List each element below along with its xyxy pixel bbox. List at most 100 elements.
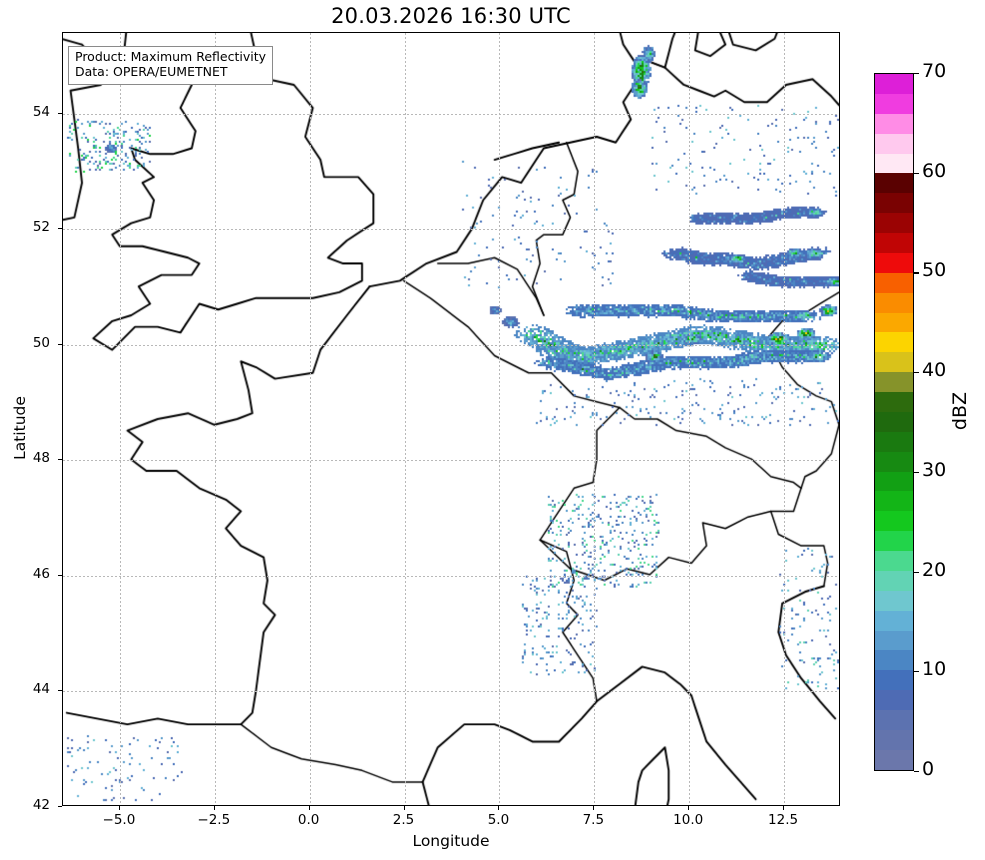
x-tick-label: 0.0 xyxy=(297,812,320,828)
colorbar-band xyxy=(875,193,913,214)
x-tick xyxy=(593,806,595,810)
x-tick-label: −5.0 xyxy=(102,812,136,828)
x-axis-label: Longitude xyxy=(412,832,490,850)
colorbar-tick-label: 0 xyxy=(922,758,935,780)
y-tick-label: 48 xyxy=(32,450,50,467)
colorbar-tick-label: 20 xyxy=(922,558,947,581)
colorbar-band xyxy=(875,630,913,651)
colorbar-band xyxy=(875,729,913,750)
colorbar-band xyxy=(875,749,913,770)
colorbar-band xyxy=(875,431,913,452)
colorbar-band xyxy=(875,74,913,94)
info-product-line: Product: Maximum Reflectivity xyxy=(75,49,267,64)
y-tick-label: 44 xyxy=(32,681,50,698)
colorbar[interactable] xyxy=(874,73,914,771)
colorbar-band xyxy=(875,133,913,154)
gridline-vertical xyxy=(689,33,691,805)
gridline-vertical xyxy=(119,33,121,805)
colorbar-band xyxy=(875,153,913,174)
colorbar-band xyxy=(875,451,913,472)
y-tick-label: 54 xyxy=(32,103,50,120)
colorbar-tick xyxy=(914,372,919,374)
colorbar-band xyxy=(875,113,913,134)
y-tick xyxy=(58,112,62,114)
colorbar-tick-label: 70 xyxy=(922,60,947,82)
x-tick xyxy=(118,806,120,810)
colorbar-band xyxy=(875,610,913,631)
x-tick xyxy=(498,806,500,810)
colorbar-tick xyxy=(914,172,919,174)
colorbar-tick xyxy=(914,272,919,274)
x-tick xyxy=(403,806,405,810)
y-tick xyxy=(58,228,62,230)
y-tick-label: 50 xyxy=(32,334,50,351)
colorbar-band xyxy=(875,710,913,730)
gridline-vertical xyxy=(594,33,596,805)
gridline-vertical xyxy=(214,33,216,805)
gridline-horizontal xyxy=(63,113,839,115)
y-tick-label: 42 xyxy=(32,797,50,813)
colorbar-band xyxy=(875,213,913,233)
colorbar-band xyxy=(875,93,913,114)
colorbar-band xyxy=(875,392,913,412)
gridline-horizontal xyxy=(63,691,839,693)
gridline-vertical xyxy=(499,33,501,805)
x-tick-label: 12.5 xyxy=(768,812,799,828)
radar-map-canvas xyxy=(63,33,839,805)
y-tick-label: 52 xyxy=(32,219,50,236)
info-box: Product: Maximum Reflectivity Data: OPER… xyxy=(68,46,274,85)
colorbar-band xyxy=(875,252,913,273)
colorbar-band xyxy=(875,233,913,253)
x-tick-label: 2.5 xyxy=(392,812,415,828)
y-axis-label: Latitude xyxy=(11,396,29,460)
page-title: 20.03.2026 16:30 UTC xyxy=(331,4,571,28)
colorbar-band xyxy=(875,511,913,532)
colorbar-tick xyxy=(914,571,919,573)
colorbar-label: dBZ xyxy=(949,391,971,431)
colorbar-band xyxy=(875,590,913,611)
colorbar-band xyxy=(875,570,913,591)
colorbar-gradient xyxy=(874,73,914,771)
y-tick xyxy=(58,690,62,692)
x-tick-label: 7.5 xyxy=(582,812,605,828)
colorbar-band xyxy=(875,272,913,293)
colorbar-tick-label: 50 xyxy=(922,259,947,282)
colorbar-tick xyxy=(914,73,919,75)
x-tick xyxy=(783,806,785,810)
colorbar-band xyxy=(875,531,913,551)
gridline-horizontal xyxy=(63,575,839,577)
x-tick xyxy=(213,806,215,810)
gridline-horizontal xyxy=(63,229,839,231)
map-plot-area[interactable] xyxy=(62,32,840,806)
colorbar-band xyxy=(875,670,913,691)
gridline-vertical xyxy=(404,33,406,805)
colorbar-band xyxy=(875,411,913,432)
colorbar-band xyxy=(875,650,913,671)
colorbar-tick xyxy=(914,771,919,773)
colorbar-band xyxy=(875,471,913,492)
x-tick-label: 10.0 xyxy=(673,812,704,828)
colorbar-band xyxy=(875,491,913,512)
gridline-vertical xyxy=(784,33,786,805)
colorbar-band xyxy=(875,372,913,392)
colorbar-band xyxy=(875,352,913,373)
x-tick xyxy=(688,806,690,810)
colorbar-band xyxy=(875,173,913,194)
x-tick xyxy=(308,806,310,810)
gridline-horizontal xyxy=(63,460,839,462)
colorbar-band xyxy=(875,332,913,353)
y-tick xyxy=(58,343,62,345)
colorbar-tick-label: 30 xyxy=(922,458,947,481)
y-tick xyxy=(58,806,62,807)
colorbar-tick xyxy=(914,471,919,474)
colorbar-tick xyxy=(914,671,919,673)
y-tick-label: 46 xyxy=(32,565,50,582)
gridline-vertical xyxy=(309,33,311,805)
colorbar-tick-label: 60 xyxy=(922,159,947,182)
colorbar-band xyxy=(875,292,913,313)
colorbar-band xyxy=(875,312,913,333)
info-data-line: Data: OPERA/EUMETNET xyxy=(75,63,228,79)
colorbar-band xyxy=(875,551,913,571)
gridline-horizontal xyxy=(63,344,839,346)
